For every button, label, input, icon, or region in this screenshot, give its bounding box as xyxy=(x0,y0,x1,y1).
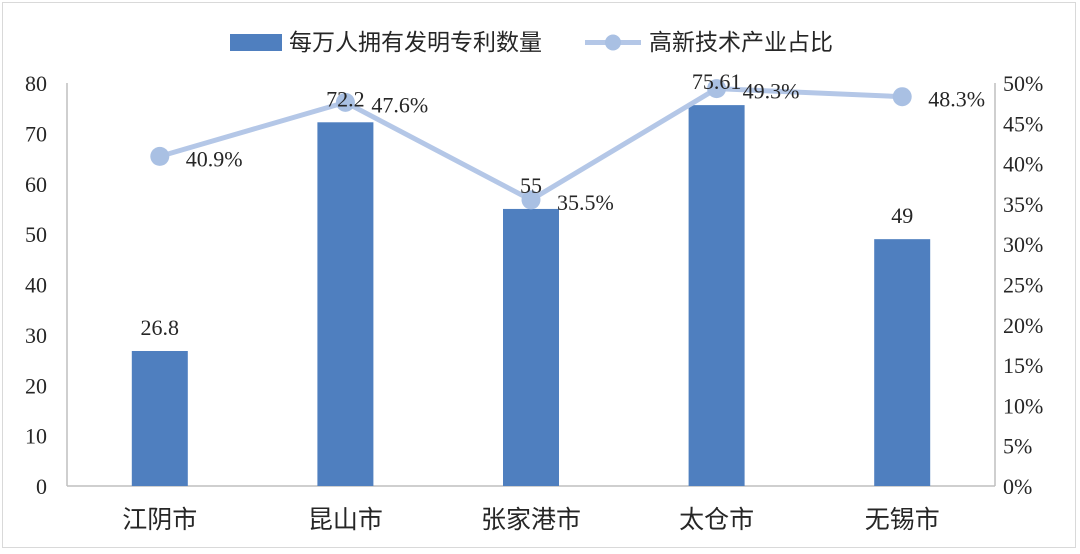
legend-line-label: 高新技术产业占比 xyxy=(649,30,833,56)
left-axis-tick-label: 40 xyxy=(25,273,47,298)
line-value-label: 47.6% xyxy=(371,92,428,117)
line-marker xyxy=(521,190,541,210)
legend-bar-label: 每万人拥有发明专利数量 xyxy=(289,30,542,56)
bar-series xyxy=(131,105,931,486)
bar-value-label: 49 xyxy=(891,203,913,228)
x-axis-category-label: 太仓市 xyxy=(679,505,754,534)
bar xyxy=(317,122,374,486)
x-axis-category-label: 昆山市 xyxy=(308,505,383,534)
left-axis-tick-label: 50 xyxy=(25,222,47,247)
legend-bar-swatch xyxy=(230,34,282,51)
right-axis-tick-label: 25% xyxy=(1003,273,1043,298)
line-marker xyxy=(335,92,355,112)
bar-value-label: 72.2 xyxy=(326,86,365,111)
bar-value-label: 55 xyxy=(520,173,542,198)
line-value-label: 48.3% xyxy=(928,87,985,112)
bar xyxy=(688,105,745,486)
line-marker xyxy=(892,87,912,107)
left-axis-tick-label: 20 xyxy=(25,373,47,398)
line-series xyxy=(150,79,912,210)
right-axis-tick-label: 20% xyxy=(1003,313,1043,338)
x-axis-category-label: 无锡市 xyxy=(865,505,940,534)
right-axis-tick-label: 30% xyxy=(1003,232,1043,257)
left-axis-tick-label: 80 xyxy=(25,71,47,96)
right-axis-tick-label: 15% xyxy=(1003,353,1043,378)
legend-line-marker xyxy=(605,34,621,51)
bar-value-label: 26.8 xyxy=(141,315,180,340)
right-axis-tick-label: 50% xyxy=(1003,71,1043,96)
line-value-label: 40.9% xyxy=(186,146,243,171)
legend: 每万人拥有发明专利数量 高新技术产业占比 xyxy=(230,30,833,56)
line-value-label: 35.5% xyxy=(557,190,614,215)
right-axis-tick-label: 5% xyxy=(1003,434,1032,459)
bar-value-label: 75.61 xyxy=(692,69,742,94)
x-axis-category-label: 张家港市 xyxy=(481,505,581,534)
right-axis-tick-label: 40% xyxy=(1003,152,1043,177)
left-axis-tick-label: 60 xyxy=(25,172,47,197)
left-axis-tick-label: 0 xyxy=(36,474,47,499)
left-axis-tick-label: 10 xyxy=(25,424,47,449)
combo-chart: 每万人拥有发明专利数量 高新技术产业占比 0 10 20 30 40 50 60 70 80 0%… xyxy=(25,30,1043,534)
line-value-label: 49.3% xyxy=(743,79,800,104)
right-axis-tick-label: 0% xyxy=(1003,474,1032,499)
right-axis-tick-label: 35% xyxy=(1003,192,1043,217)
data-labels: 26.8 72.2 55 75.61 49 40.9% 47.6% 35.5% 49.3% 48.… xyxy=(141,69,985,340)
axes: 0 10 20 30 40 50 60 70 80 0% 5% 10% 15% 20% 25% 30% 35% 4… xyxy=(25,71,1043,534)
line-marker xyxy=(707,79,727,99)
bar xyxy=(131,350,188,486)
left-axis-tick-label: 30 xyxy=(25,323,47,348)
right-axis-tick-label: 10% xyxy=(1003,393,1043,418)
line-marker xyxy=(150,146,170,166)
bar xyxy=(503,208,559,486)
left-axis-tick-label: 70 xyxy=(25,121,47,146)
right-axis-tick-label: 45% xyxy=(1003,111,1043,136)
bar xyxy=(874,239,931,486)
x-axis-category-label: 江阴市 xyxy=(122,505,197,534)
